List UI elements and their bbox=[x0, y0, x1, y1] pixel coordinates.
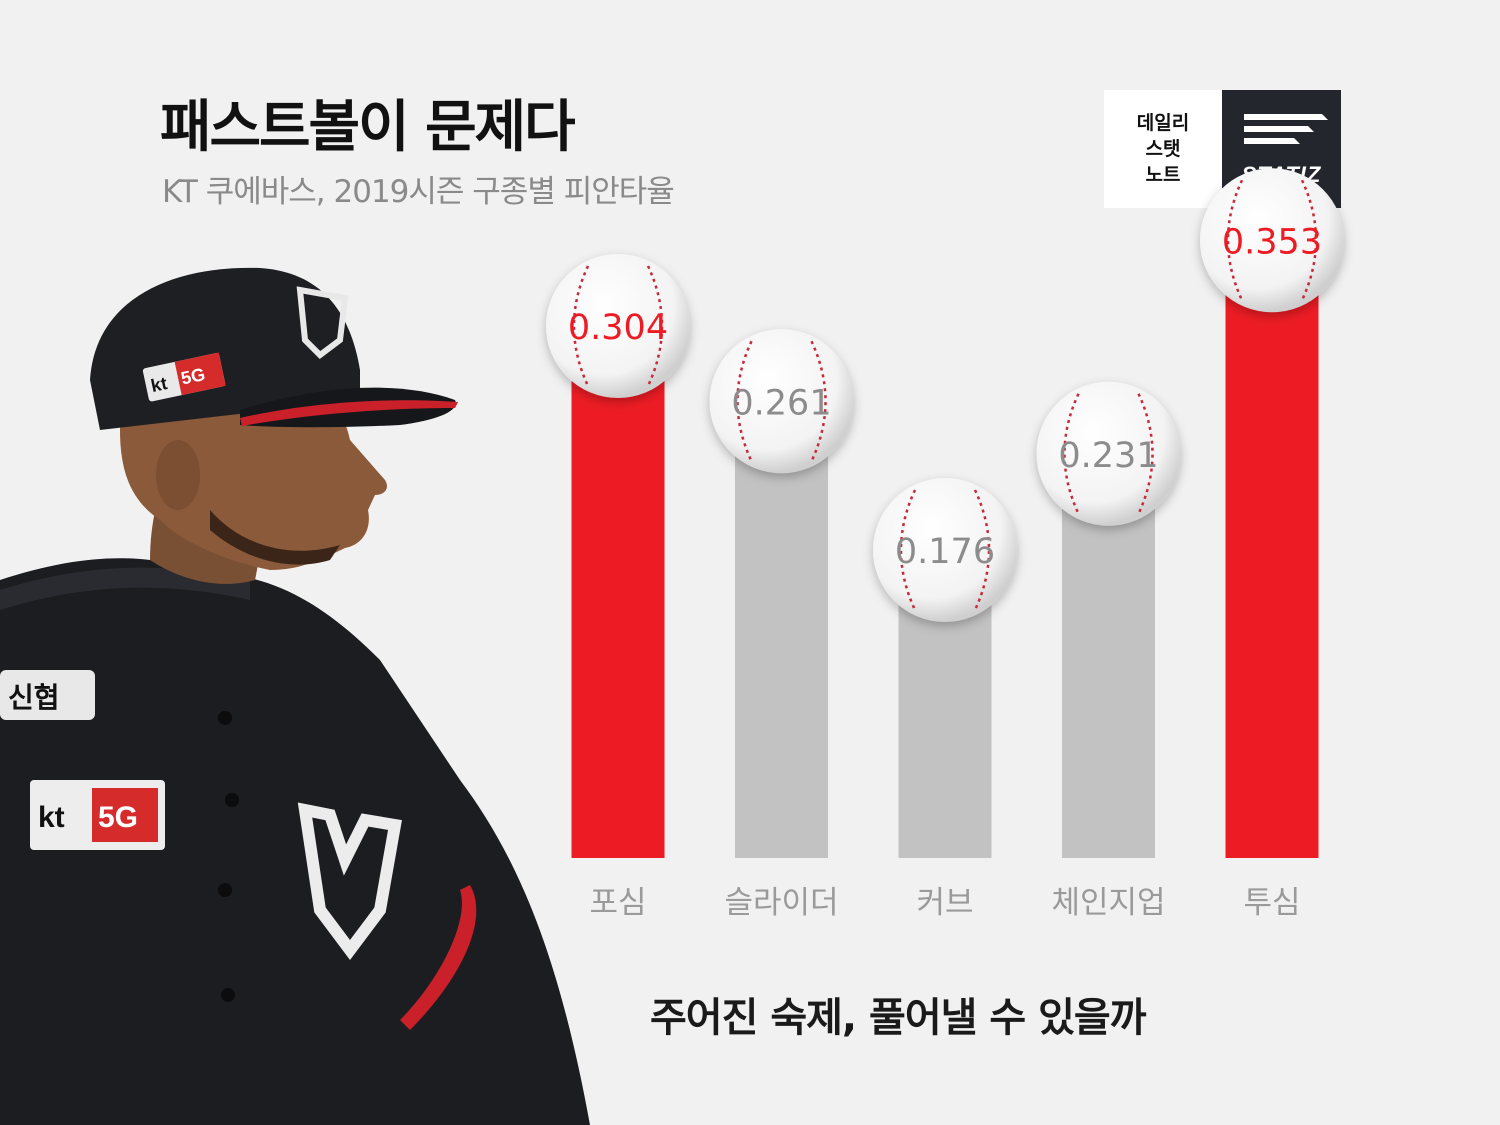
value-label-3: 0.231 bbox=[1058, 436, 1158, 476]
sleeve-badge-kt: kt bbox=[38, 801, 65, 834]
logo-line-3: 노트 bbox=[1145, 164, 1181, 186]
cap-badge-text: kt bbox=[149, 373, 169, 396]
cap-logo-icon bbox=[296, 286, 349, 359]
sleeve-badge-5g: 5G bbox=[98, 801, 138, 834]
chest-patch-text: 신협 bbox=[8, 681, 60, 714]
bar-4 bbox=[1225, 240, 1319, 858]
page-title: 패스트볼이 문제다 bbox=[160, 95, 576, 160]
value-label-2: 0.176 bbox=[895, 532, 995, 572]
svg-text:5G: 5G bbox=[179, 364, 207, 389]
category-label-2: 커브 bbox=[916, 885, 973, 921]
statiz-stripes-icon bbox=[1244, 114, 1328, 144]
daily-stat-note-logo: 데일리 스탯 노트 bbox=[1104, 90, 1222, 208]
value-label-0: 0.304 bbox=[568, 308, 668, 348]
value-label-4: 0.353 bbox=[1222, 222, 1322, 262]
jersey-logo-icon bbox=[297, 802, 402, 960]
page-subtitle: KT 쿠에바스, 2019시즌 구종별 피안타율 bbox=[162, 174, 675, 210]
category-label-1: 슬라이더 bbox=[724, 885, 838, 921]
category-label-3: 체인지업 bbox=[1051, 885, 1165, 921]
logo-line-1: 데일리 bbox=[1136, 112, 1190, 134]
category-label-4: 투심 bbox=[1243, 885, 1300, 921]
bar-0 bbox=[571, 326, 665, 858]
value-label-1: 0.261 bbox=[731, 383, 831, 423]
bar-1 bbox=[735, 401, 828, 858]
category-label-0: 포심 bbox=[589, 885, 646, 921]
baseball-icon bbox=[873, 478, 1017, 622]
logo-line-2: 스탯 bbox=[1145, 138, 1181, 160]
baseball-icon bbox=[546, 254, 690, 398]
baseball-icon bbox=[709, 329, 854, 474]
chest-patch bbox=[0, 670, 95, 720]
baseball-icon bbox=[1036, 381, 1181, 526]
baseball-icon bbox=[1200, 168, 1344, 313]
player-photo: kt 5G 신협 kt 5G bbox=[0, 267, 590, 1125]
footer-note: 주어진 숙제, 풀어낼 수 있을까 bbox=[650, 995, 1146, 1041]
